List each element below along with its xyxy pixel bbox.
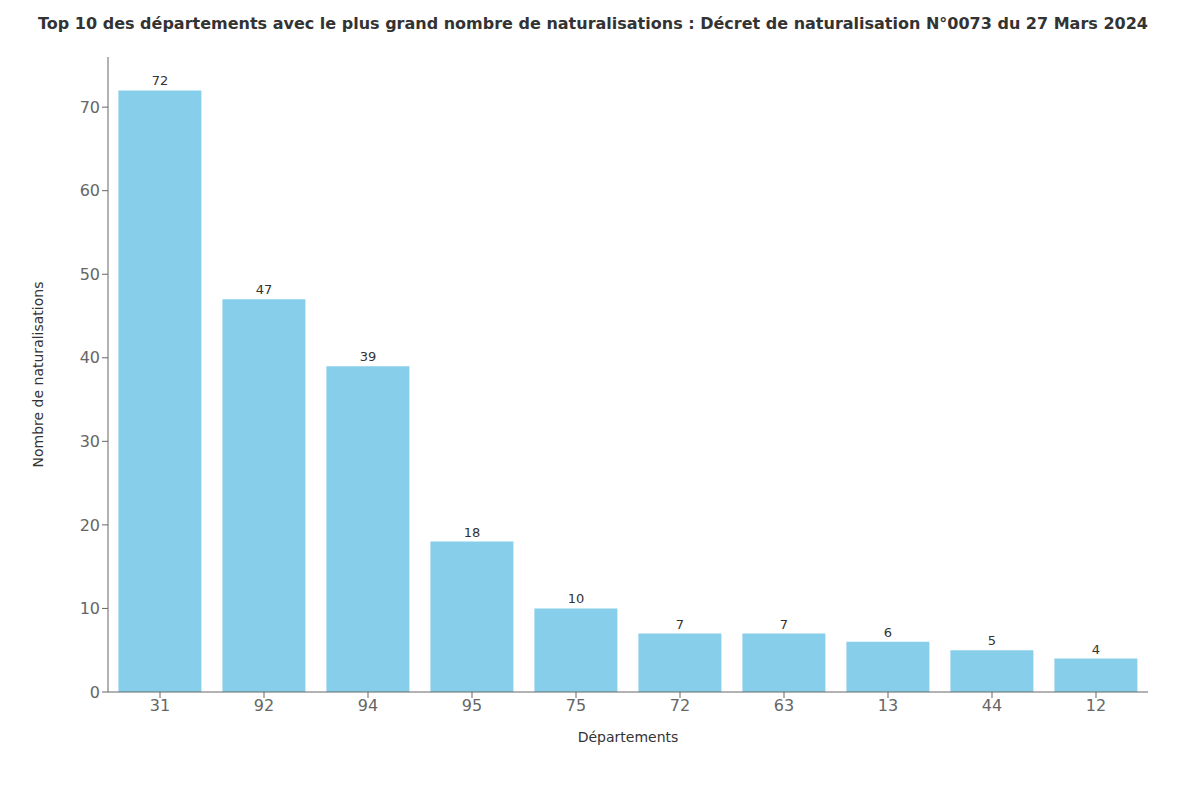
svg-text:10: 10 [80, 599, 100, 618]
svg-text:72: 72 [670, 696, 690, 715]
svg-text:18: 18 [464, 525, 481, 540]
svg-text:31: 31 [150, 696, 170, 715]
svg-text:Départements: Départements [578, 729, 679, 745]
svg-text:63: 63 [774, 696, 794, 715]
svg-text:92: 92 [254, 696, 274, 715]
svg-text:60: 60 [80, 181, 100, 200]
svg-text:7: 7 [780, 617, 788, 632]
svg-text:6: 6 [884, 625, 892, 640]
svg-text:72: 72 [152, 73, 169, 88]
svg-text:75: 75 [566, 696, 586, 715]
svg-text:39: 39 [360, 349, 377, 364]
svg-text:40: 40 [80, 348, 100, 367]
svg-text:44: 44 [982, 696, 1002, 715]
svg-text:70: 70 [80, 98, 100, 117]
svg-text:10: 10 [568, 591, 585, 606]
svg-text:12: 12 [1086, 696, 1106, 715]
svg-text:7: 7 [676, 617, 684, 632]
svg-text:50: 50 [80, 265, 100, 284]
svg-text:Nombre de naturalisations: Nombre de naturalisations [30, 282, 46, 468]
svg-text:94: 94 [358, 696, 378, 715]
svg-text:20: 20 [80, 516, 100, 535]
svg-text:30: 30 [80, 432, 100, 451]
html-text:Top 10 des départements avec l: Top 10 des départements avec le plus gra… [38, 14, 1148, 33]
svg-text:47: 47 [256, 282, 273, 297]
svg-text:4: 4 [1092, 642, 1100, 657]
svg-text:0: 0 [90, 683, 100, 702]
svg-text:95: 95 [462, 696, 482, 715]
svg-text:13: 13 [878, 696, 898, 715]
svg-text:5: 5 [988, 633, 996, 648]
